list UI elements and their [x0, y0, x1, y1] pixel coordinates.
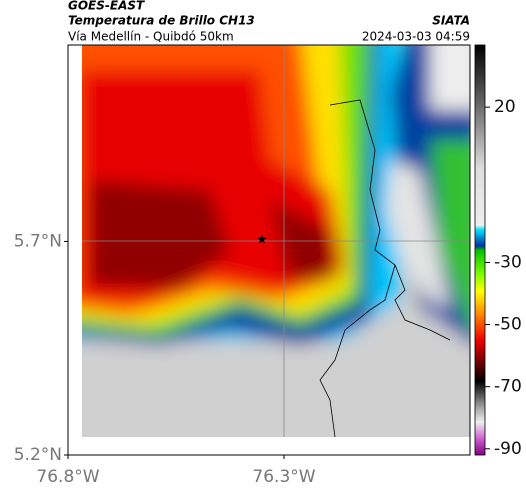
x-tick-label: 76.8°W: [36, 467, 99, 487]
source: SIATA: [432, 14, 470, 28]
colorbar-tick-label: -50: [494, 315, 522, 335]
colorbar-tick-label: -90: [494, 439, 522, 459]
satellite-image: ★: [82, 45, 470, 437]
y-tick-label: 5.7°N: [14, 231, 62, 251]
colorbar-tick-label: -30: [494, 252, 522, 272]
colorbar-tick-label: -70: [494, 377, 522, 397]
colorbar: [474, 44, 486, 456]
svg-text:★: ★: [256, 233, 268, 248]
title: Temperatura de Brillo CH13: [68, 14, 255, 28]
map-frame: [67, 44, 471, 456]
datetime: 2024-03-03 04:59: [362, 30, 470, 44]
colorbar-tick-label: 20: [494, 97, 516, 117]
product: GOES-EAST: [68, 0, 145, 13]
x-tick-label: 76.3°W: [252, 467, 315, 487]
subtitle: Vía Medellín - Quibdó 50km: [68, 30, 234, 44]
y-tick-label: 5.2°N: [14, 445, 62, 465]
